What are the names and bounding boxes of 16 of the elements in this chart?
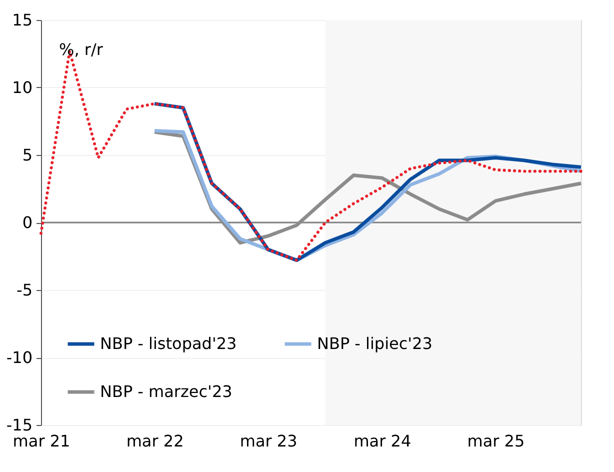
- y-tick-label: -15: [6, 416, 32, 434]
- y-tick-label: -10: [6, 348, 32, 367]
- x-tick-label: mar 25: [467, 432, 525, 450]
- y-tick-label: -5: [16, 280, 32, 300]
- y-tick-label: 10: [12, 78, 32, 97]
- y-tick-label: 0: [22, 213, 32, 232]
- y-tick-label: 5: [22, 146, 32, 164]
- x-tick-label: mar 23: [240, 432, 298, 450]
- annotation: %, r/r: [59, 40, 104, 59]
- x-tick-label: mar 21: [12, 432, 70, 450]
- x-tick-label: mar 24: [354, 432, 412, 450]
- y-tick-label: 15: [12, 10, 32, 30]
- x-tick-label: mar 22: [126, 432, 184, 450]
- legend-label: NBP - marzec'23: [100, 382, 232, 401]
- legend-label: NBP - listopad'23: [100, 334, 237, 353]
- legend-label: NBP - lipiec'23: [317, 334, 432, 353]
